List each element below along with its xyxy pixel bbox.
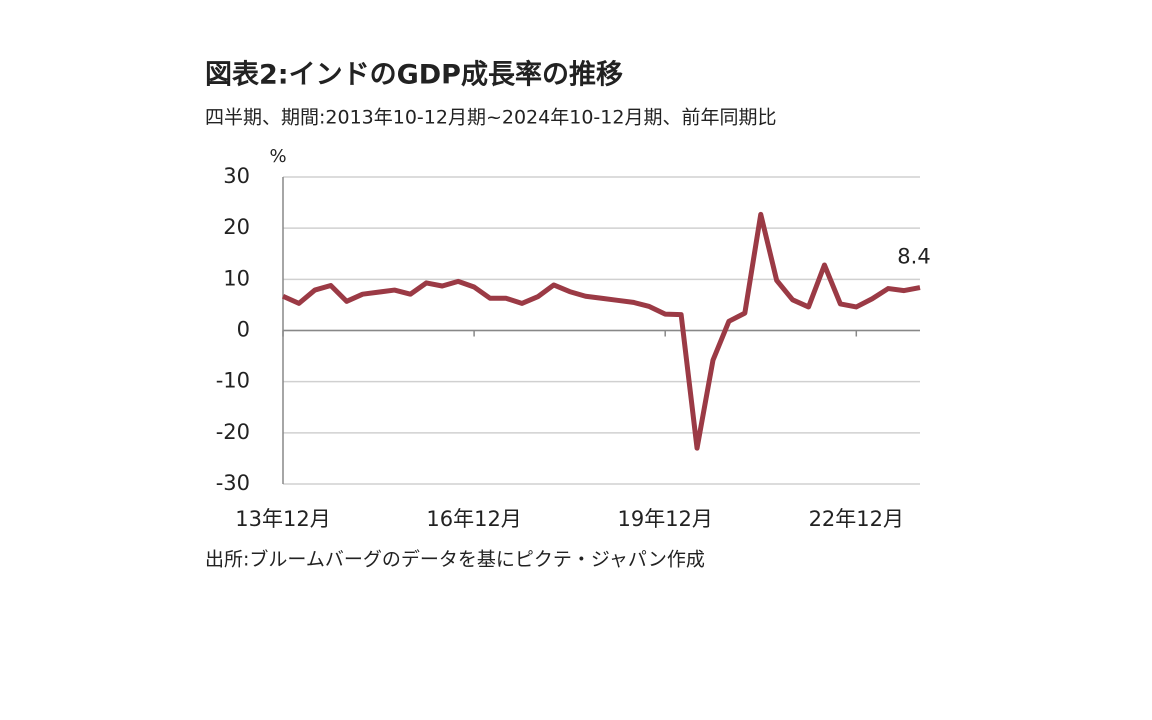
x-tick-label: 22年12月 (809, 507, 904, 531)
y-tick-label: 30 (223, 164, 250, 188)
y-tick-label: 20 (223, 215, 250, 239)
y-axis-label: % (269, 146, 286, 167)
x-tick-label: 13年12月 (235, 507, 330, 531)
y-tick-label: -30 (216, 471, 250, 495)
source-note: 出所:ブルームバーグのデータを基にピクテ・ジャパン作成 (205, 548, 705, 571)
chart-title: 図表2:インドのGDP成長率の推移 (205, 59, 623, 91)
chart-subtitle: 四半期、期間:2013年10-12月期~2024年10-12月期、前年同期比 (205, 107, 776, 129)
y-tick-label: -10 (216, 369, 250, 393)
y-tick-label: 0 (237, 318, 250, 342)
data-label: 8.4 (897, 245, 930, 269)
x-tick-label: 16年12月 (426, 507, 521, 531)
y-tick-label: 10 (223, 266, 250, 290)
y-tick-label: -20 (216, 420, 250, 444)
data-line (281, 211, 921, 451)
x-tick-label: 19年12月 (617, 507, 712, 531)
